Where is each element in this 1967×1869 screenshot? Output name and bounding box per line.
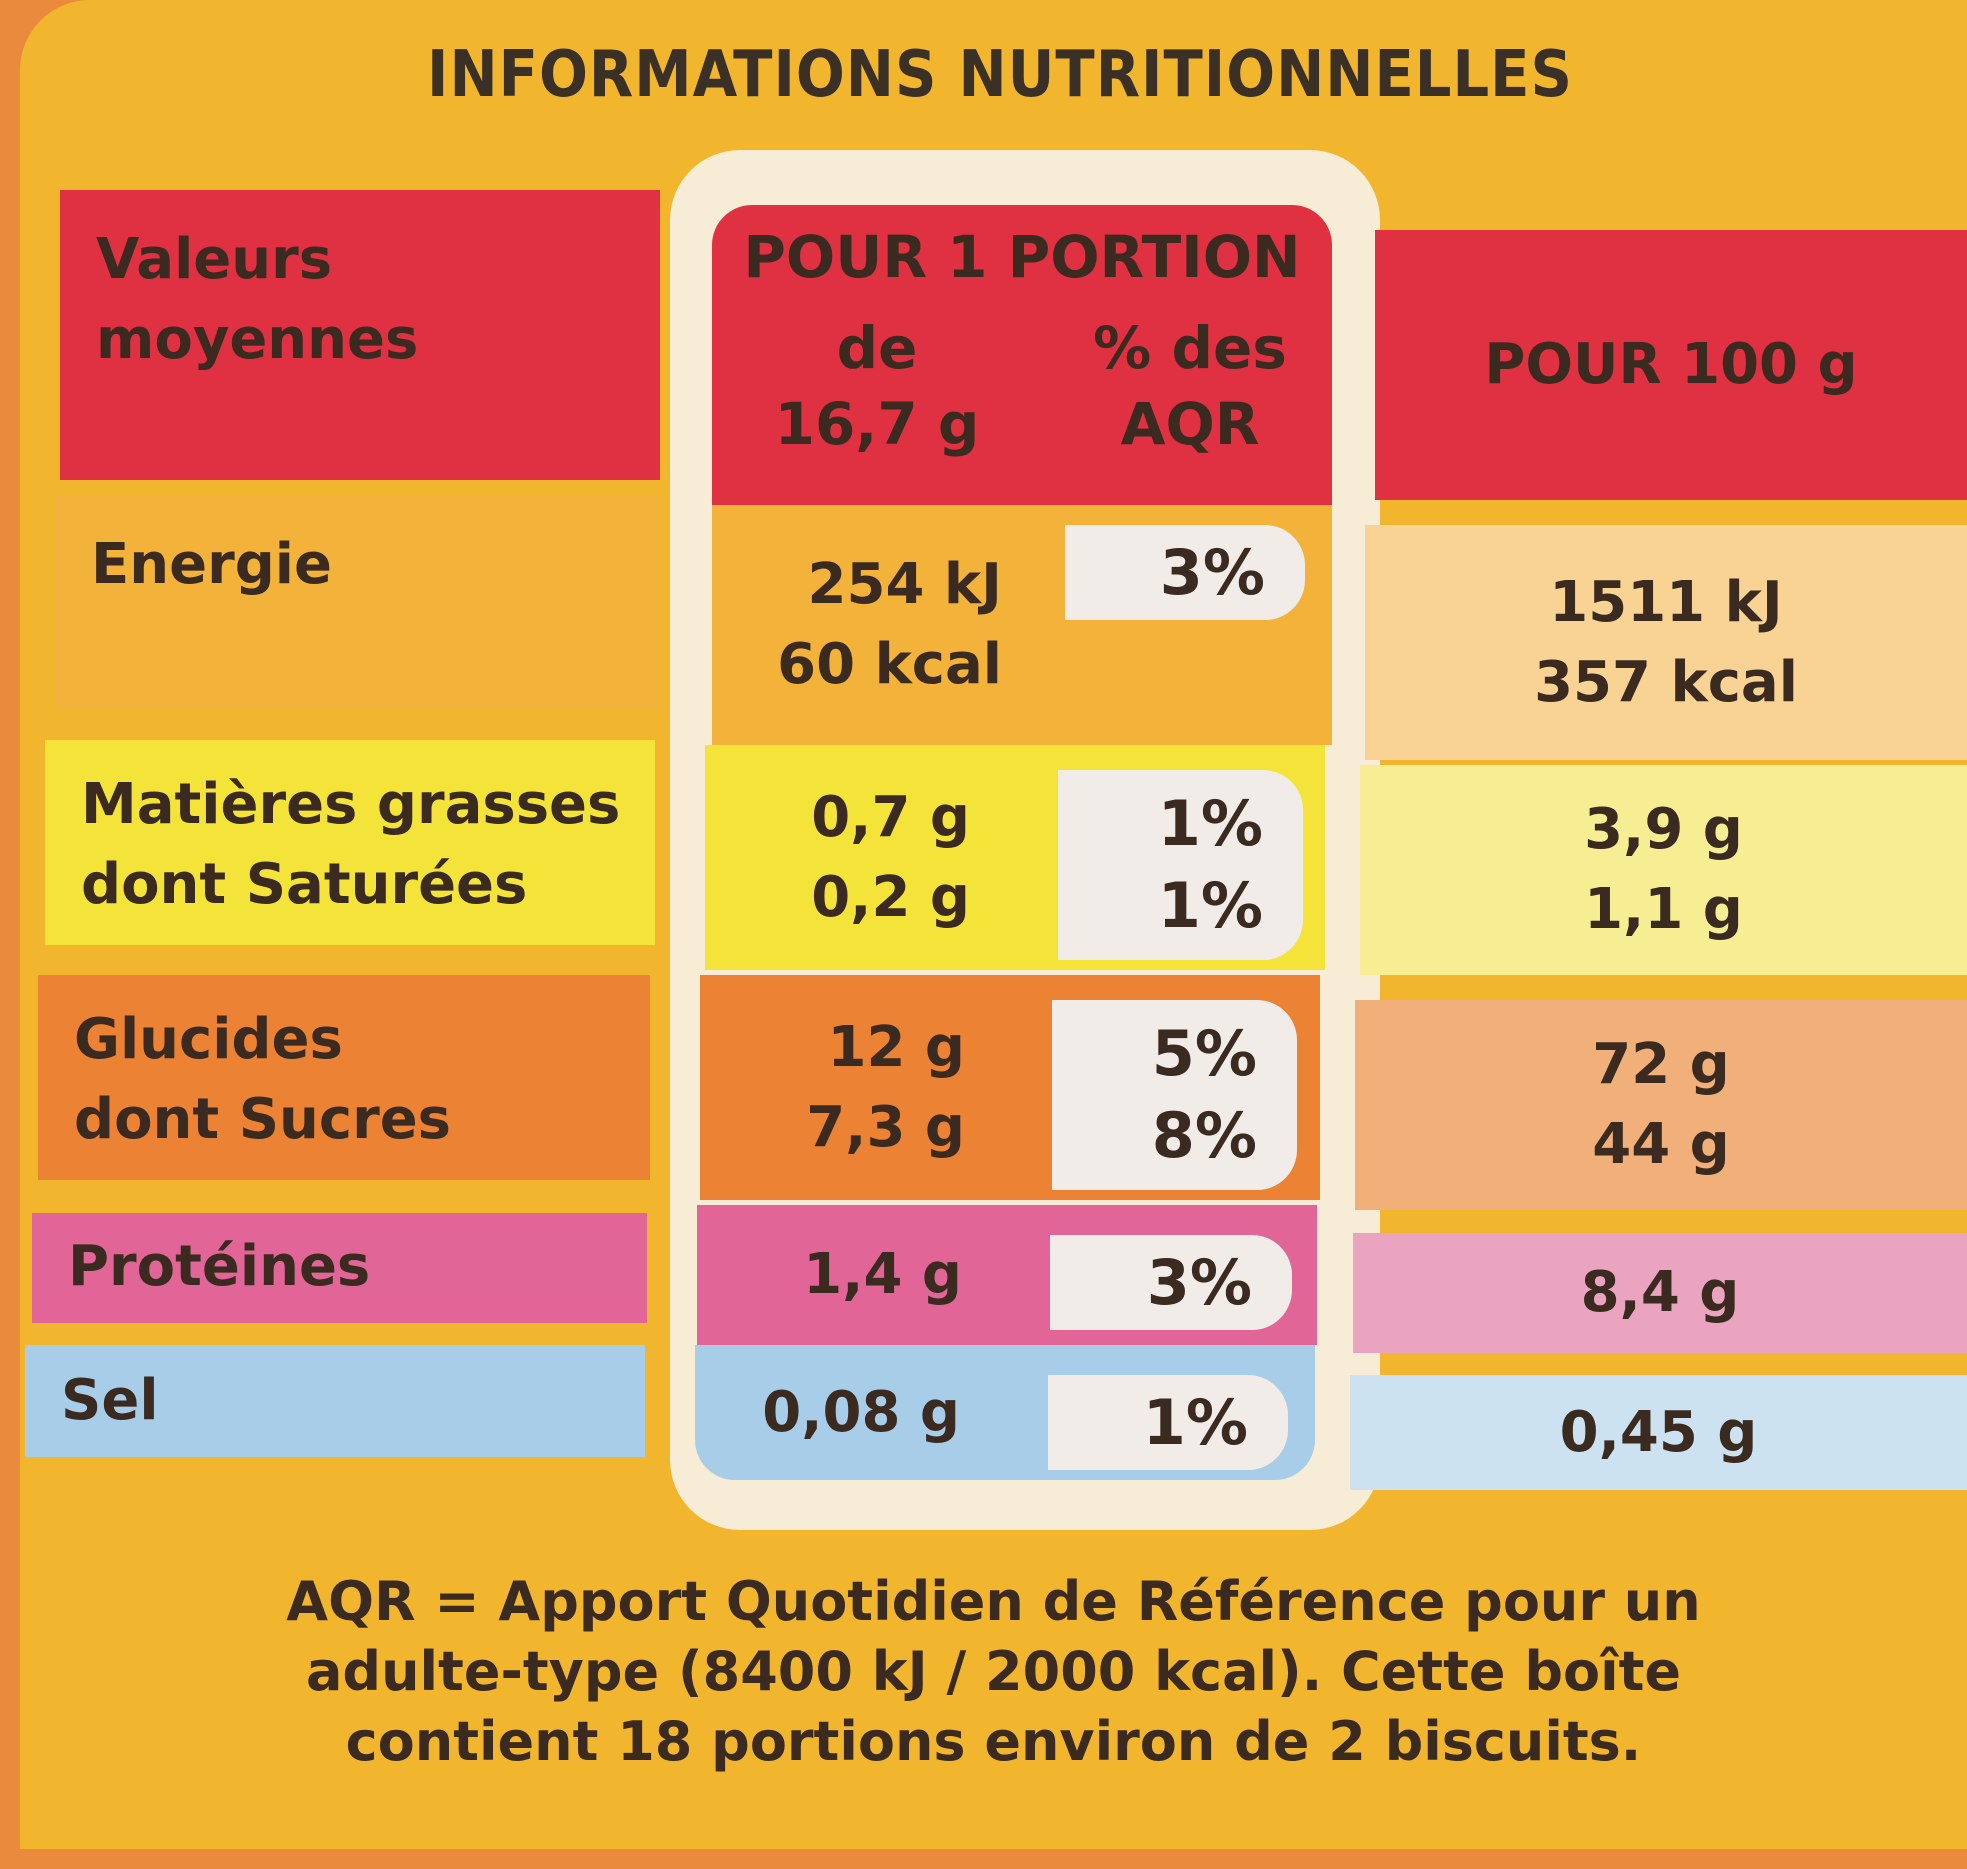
row-graisses-portion-line2: 0,2 g (811, 864, 970, 930)
row-proteines-portion-line1: 1,4 g (803, 1242, 962, 1307)
row-energie-portion-line1: 254 kJ (807, 552, 1002, 617)
row-sel-pct-value: 1% (1142, 1385, 1248, 1459)
row-sel-per100-line1: 0,45 g (1559, 1399, 1758, 1465)
footer-line1: AQR = Apport Quotidien de Référence pour… (286, 1570, 1701, 1633)
row-energie-pct: 3% (1065, 525, 1305, 620)
row-glucides-label: Glucides dont Sucres (38, 975, 650, 1180)
header-portion-amount: de 16,7 g (752, 310, 1002, 462)
page-title: INFORMATIONS NUTRITIONNELLES (427, 38, 1573, 112)
row-proteines-pct: 3% (1050, 1235, 1292, 1330)
row-glucides-portion-line2: 7,3 g (806, 1094, 965, 1160)
header-portion-cell (712, 205, 1332, 505)
row-energie-per100-line1: 1511 kJ (1549, 569, 1783, 635)
row-graisses-pct: 1% 1% (1058, 770, 1303, 960)
row-sel-label-line1: Sel (61, 1368, 159, 1433)
row-sel-per100: 0,45 g (1350, 1375, 1967, 1490)
row-sel-portion-line1: 0,08 g (762, 1379, 960, 1445)
header-portion-pct-line2: AQR (1120, 390, 1260, 458)
row-energie-label: Energie (55, 495, 660, 710)
row-glucides-pct-line2: 8% (1151, 1099, 1257, 1172)
header-portion-pct-line1: % des (1093, 314, 1287, 382)
row-energie-per100: 1511 kJ 357 kcal (1365, 525, 1967, 760)
row-energie-per100-line2: 357 kcal (1534, 649, 1798, 715)
row-glucides-per100-line2: 44 g (1592, 1112, 1730, 1177)
header-portion-pct: % des AQR (1060, 310, 1320, 462)
header-label-line2: moyennes (96, 307, 419, 372)
header-portion-title: POUR 1 PORTION (743, 223, 1301, 291)
row-glucides-label-line2: dont Sucres (74, 1087, 452, 1152)
header-label-line1: Valeurs (96, 227, 333, 292)
row-proteines-label: Protéines (32, 1213, 647, 1323)
footer-line2: adulte-type (8400 kJ / 2000 kcal). Cette… (305, 1640, 1682, 1703)
row-graisses-per100-line1: 3,9 g (1584, 797, 1743, 862)
row-glucides-portion-line1: 12 g (827, 1014, 965, 1080)
row-graisses-per100: 3,9 g 1,1 g (1360, 765, 1967, 975)
header-portion-amount-line2: 16,7 g (774, 390, 980, 458)
row-sel-label: Sel (25, 1345, 645, 1457)
row-graisses-label: Matières grasses dont Saturées (45, 740, 655, 945)
header-per100-label: POUR 100 g (1484, 332, 1858, 397)
row-graisses-portion-line1: 0,7 g (811, 784, 970, 850)
header-portion-amount-line1: de (836, 314, 918, 382)
row-energie-label-line1: Energie (91, 532, 332, 597)
row-glucides-label-line1: Glucides (74, 1007, 343, 1072)
row-graisses-pct-line2: 1% (1157, 869, 1263, 942)
row-sel-pct: 1% (1048, 1375, 1288, 1470)
footer-text: AQR = Apport Quotidien de Référence pour… (144, 1567, 1844, 1777)
footer-line3: contient 18 portions environ de 2 biscui… (345, 1710, 1642, 1773)
row-graisses-pct-line1: 1% (1157, 787, 1263, 860)
row-proteines-label-line1: Protéines (68, 1234, 371, 1299)
row-energie-pct-value: 3% (1159, 535, 1265, 609)
row-glucides-per100-line1: 72 g (1592, 1032, 1730, 1097)
row-glucides-per100: 72 g 44 g (1355, 1000, 1967, 1210)
row-graisses-per100-line2: 1,1 g (1584, 877, 1743, 942)
row-energie-portion-line2: 60 kcal (777, 632, 1002, 697)
row-proteines-pct-value: 3% (1146, 1245, 1252, 1319)
footer-note: AQR = Apport Quotidien de Référence pour… (20, 1495, 1967, 1849)
header-per100-cell: POUR 100 g (1375, 230, 1967, 500)
row-graisses-label-line2: dont Saturées (81, 852, 528, 917)
row-glucides-pct: 5% 8% (1052, 1000, 1297, 1190)
header-label-cell: Valeurs moyennes (60, 190, 660, 480)
row-graisses-label-line1: Matières grasses (81, 772, 621, 837)
row-proteines-per100-line1: 8,4 g (1580, 1260, 1740, 1325)
row-proteines-per100: 8,4 g (1353, 1233, 1967, 1353)
row-glucides-pct-line1: 5% (1151, 1017, 1257, 1090)
